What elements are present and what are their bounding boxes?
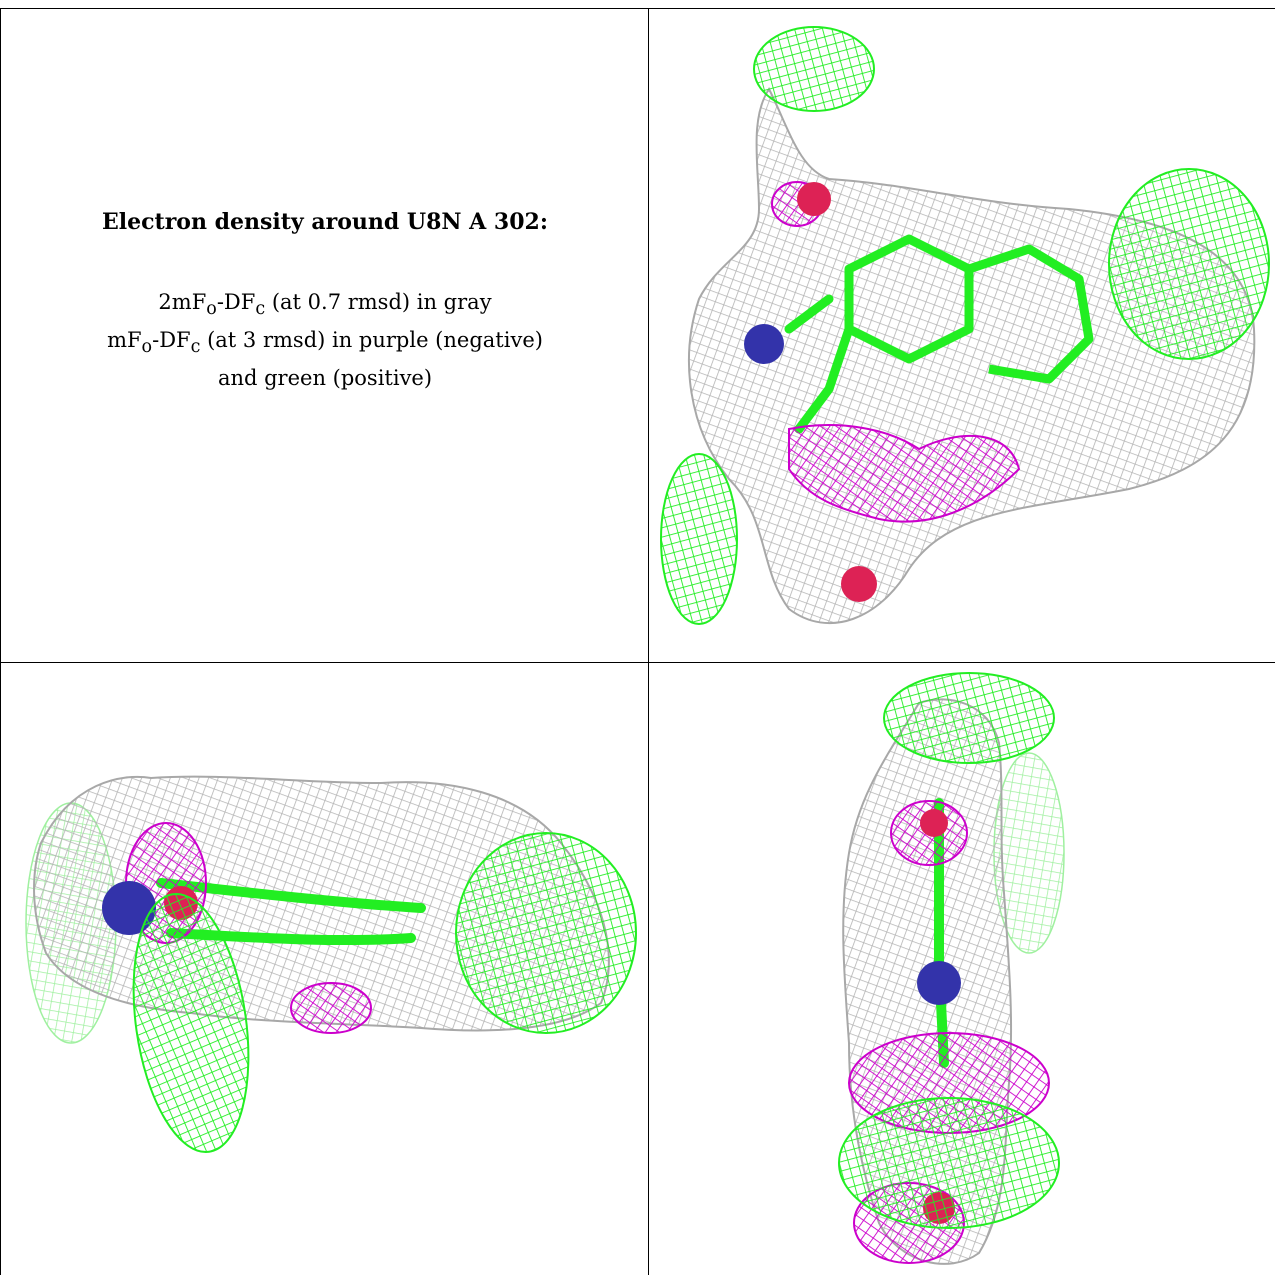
caption-cell: Electron density around U8N A 302: 2mFo-…	[1, 9, 648, 662]
nitrogen-atom	[917, 961, 961, 1005]
nitrogen-atom	[102, 881, 156, 935]
density-view-bottom-right	[649, 663, 1275, 1275]
density-view-bottom-left	[1, 663, 648, 1275]
caption-line-positive: and green (positive)	[217, 366, 433, 391]
density-mesh-bottom-right	[838, 672, 1065, 1265]
positive-blob-bottom	[838, 1097, 1060, 1229]
positive-blob-left	[660, 453, 738, 625]
oxygen-atom-upper	[797, 182, 831, 216]
density-view-top-right	[649, 9, 1275, 662]
density-mesh-bottom-left	[25, 775, 637, 1153]
grid-divider-horizontal	[0, 662, 1275, 663]
positive-blob-right	[455, 832, 637, 1034]
positive-blob-top	[753, 26, 875, 112]
grid-border-top	[0, 8, 1275, 9]
negative-blob-bottom	[290, 982, 372, 1034]
caption-line-2fofc: 2mFo-DFc (at 0.7 rmsd) in gray	[158, 290, 492, 320]
oxygen-atom-upper	[920, 809, 948, 837]
caption-line-fofc: mFo-DFc (at 3 rmsd) in purple (negative)	[107, 328, 543, 358]
ligand-chain	[784, 294, 854, 434]
oxygen-atom-lower	[841, 566, 877, 602]
legend-caption: Electron density around U8N A 302: 2mFo-…	[1, 209, 648, 394]
nitrogen-atom	[744, 324, 784, 364]
positive-blob-top	[883, 672, 1055, 764]
positive-blob-right	[1108, 168, 1270, 360]
density-mesh-top-right	[660, 26, 1270, 625]
grid-divider-vertical	[648, 8, 649, 1275]
caption-title: Electron density around U8N A 302:	[102, 209, 548, 235]
positive-blob-vertical	[132, 893, 250, 1153]
negative-blob-lower	[788, 424, 1021, 523]
grid-border-left	[0, 8, 1, 1275]
